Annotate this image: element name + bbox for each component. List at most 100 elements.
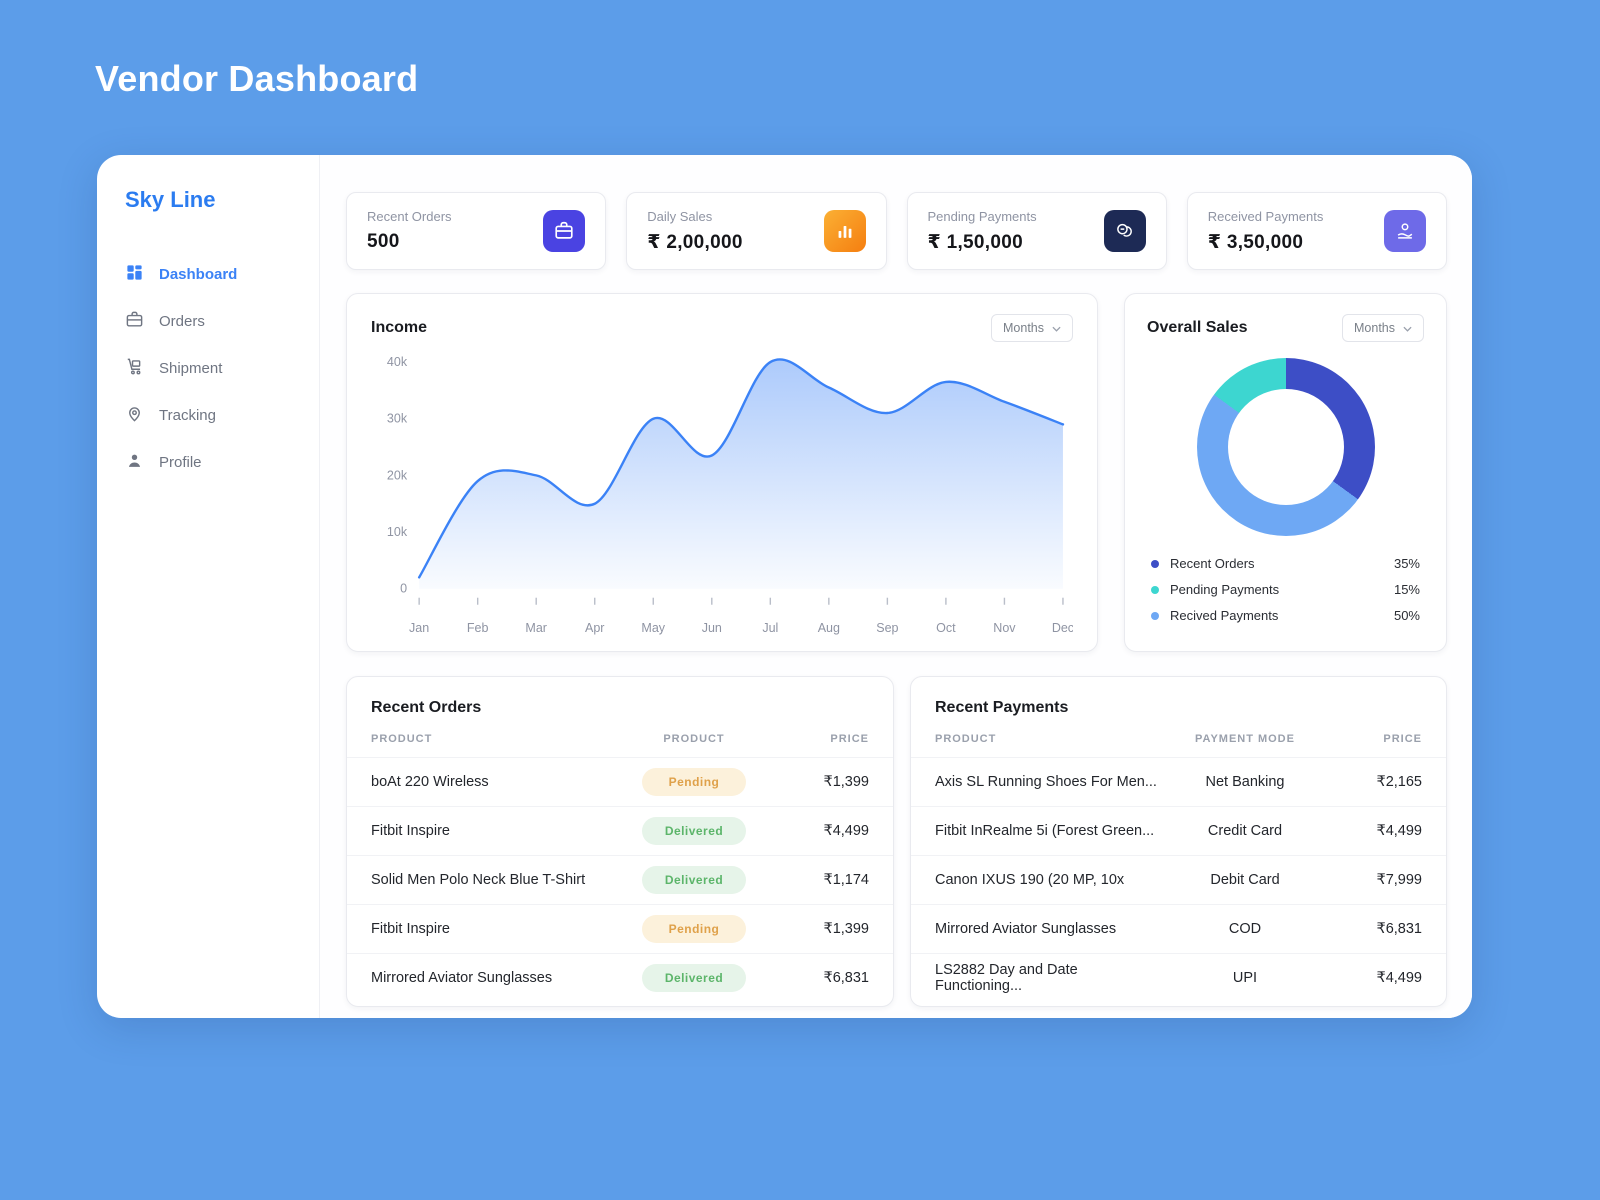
svg-text:Sep: Sep bbox=[876, 621, 898, 635]
stat-value: 500 bbox=[367, 231, 400, 252]
legend-pct: 15% bbox=[1393, 582, 1420, 597]
column-header: PRODUCT bbox=[935, 732, 997, 745]
price-cell: ₹4,499 bbox=[1376, 969, 1422, 986]
sidebar-item-shipment[interactable]: Shipment bbox=[125, 357, 301, 380]
sidebar-item-profile[interactable]: Profile bbox=[125, 451, 301, 474]
payment-mode-cell: Net Banking bbox=[1205, 773, 1285, 790]
overall-sales-card: Overall Sales Months Recent Orders bbox=[1124, 293, 1447, 652]
sidebar-item-label: Tracking bbox=[159, 407, 216, 424]
table-row: Mirrored Aviator Sunglasses COD ₹6,831 bbox=[911, 903, 1446, 953]
table-row: Solid Men Polo Neck Blue T-Shirt Deliver… bbox=[347, 854, 893, 904]
svg-text:Jun: Jun bbox=[702, 621, 722, 635]
income-card: Income Months 0 10k 20k 30k 40k Jan Feb Mar Apr M… bbox=[346, 293, 1098, 652]
status-badge: Pending bbox=[642, 767, 746, 796]
legend-dot bbox=[1151, 611, 1159, 620]
stat-label: Received Payments bbox=[1207, 208, 1324, 224]
overall-sales-period-value: Months bbox=[1354, 321, 1395, 335]
table-header-row: PRODUCT PRODUCT PRICE bbox=[347, 733, 893, 757]
status-badge: Delivered bbox=[642, 963, 746, 992]
table-row: boAt 220 Wireless Pending ₹1,399 bbox=[347, 756, 893, 806]
column-header: PAYMENT MODE bbox=[1195, 732, 1295, 745]
table-header-row: PRODUCT PAYMENT MODE PRICE bbox=[911, 733, 1446, 757]
page-title: Vendor Dashboard bbox=[95, 58, 419, 99]
donut-wrap bbox=[1147, 358, 1424, 536]
status-badge: Delivered bbox=[642, 816, 746, 845]
brand-logo: Sky Line bbox=[125, 187, 216, 212]
product-cell: Mirrored Aviator Sunglasses bbox=[935, 920, 1117, 937]
recent-payments-table: Recent Payments PRODUCT PAYMENT MODE PRI… bbox=[910, 675, 1447, 1007]
legend-label: Recived Payments bbox=[1170, 608, 1279, 623]
payment-mode-cell: COD bbox=[1228, 920, 1262, 937]
trolley-icon bbox=[125, 357, 144, 380]
stat-value: ₹ 2,00,000 bbox=[647, 231, 743, 253]
legend-pct: 50% bbox=[1393, 608, 1420, 623]
tables-row: Recent Orders PRODUCT PRODUCT PRICE boAt… bbox=[346, 675, 1447, 1007]
product-cell: Fitbit InRealme 5i (Forest Green... bbox=[935, 822, 1155, 839]
price-cell: ₹1,399 bbox=[823, 920, 869, 937]
briefcase-icon bbox=[543, 210, 586, 252]
stat-value: ₹ 1,50,000 bbox=[927, 231, 1023, 253]
legend-item-pending-payments: Pending Payments 15% bbox=[1151, 582, 1420, 597]
table-row: Canon IXUS 190 (20 MP, 10x Debit Card ₹7… bbox=[911, 854, 1446, 904]
price-cell: ₹6,831 bbox=[823, 969, 869, 986]
sidebar-item-label: Orders bbox=[159, 313, 205, 330]
svg-text:Oct: Oct bbox=[936, 621, 956, 635]
svg-text:Mar: Mar bbox=[525, 621, 547, 635]
legend-dot bbox=[1151, 585, 1159, 594]
stat-info: Pending Payments ₹ 1,50,000 bbox=[928, 209, 1037, 254]
income-title: Income bbox=[371, 319, 428, 336]
svg-text:30k: 30k bbox=[387, 412, 408, 426]
chevron-down-icon bbox=[1403, 321, 1412, 335]
product-cell: Solid Men Polo Neck Blue T-Shirt bbox=[371, 871, 586, 888]
svg-text:Feb: Feb bbox=[467, 621, 489, 635]
status-badge: Delivered bbox=[642, 865, 746, 894]
stat-card-pending-payments: Pending Payments ₹ 1,50,000 bbox=[906, 192, 1167, 270]
legend-item-recent-orders: Recent Orders 35% bbox=[1151, 556, 1420, 571]
sidebar-item-orders[interactable]: Orders bbox=[125, 310, 301, 333]
column-header: PRODUCT bbox=[663, 732, 725, 745]
legend-label: Recent Orders bbox=[1170, 556, 1255, 571]
sidebar-item-label: Shipment bbox=[159, 360, 223, 377]
sidebar-item-dashboard[interactable]: Dashboard bbox=[125, 263, 301, 286]
svg-text:Aug: Aug bbox=[818, 621, 840, 635]
stat-card-recent-orders: Recent Orders 500 bbox=[346, 192, 607, 270]
svg-text:0: 0 bbox=[400, 582, 407, 596]
product-cell: Canon IXUS 190 (20 MP, 10x bbox=[935, 871, 1125, 888]
table-row: Fitbit InRealme 5i (Forest Green... Cred… bbox=[911, 805, 1446, 855]
sidebar-item-label: Dashboard bbox=[159, 266, 238, 283]
table-row: LS2882 Day and Date Functioning... UPI ₹… bbox=[911, 952, 1446, 1002]
product-cell: boAt 220 Wireless bbox=[371, 773, 489, 790]
income-period-select[interactable]: Months bbox=[991, 314, 1073, 342]
main-content: Recent Orders 500 Daily Sales ₹ 2,00,000 bbox=[320, 155, 1472, 1018]
legend-label: Pending Payments bbox=[1170, 582, 1280, 597]
income-area-chart: 0 10k 20k 30k 40k Jan Feb Mar Apr May Jun Jul Aug Sep… bbox=[371, 342, 1073, 643]
stat-info: Recent Orders 500 bbox=[367, 209, 452, 253]
overall-sales-donut-chart bbox=[1196, 358, 1375, 536]
price-cell: ₹4,499 bbox=[1376, 822, 1422, 839]
table-row: Axis SL Running Shoes For Men... Net Ban… bbox=[911, 756, 1446, 806]
status-badge: Pending bbox=[642, 914, 746, 943]
column-header: PRODUCT bbox=[371, 732, 433, 745]
price-cell: ₹7,999 bbox=[1376, 871, 1422, 888]
location-pin-icon bbox=[125, 404, 144, 427]
charts-row: Income Months 0 10k 20k 30k 40k Jan Feb Mar Apr M… bbox=[346, 293, 1447, 652]
svg-text:20k: 20k bbox=[387, 468, 408, 482]
svg-text:10k: 10k bbox=[387, 525, 408, 539]
income-period-value: Months bbox=[1003, 321, 1044, 335]
hand-coin-icon bbox=[1384, 210, 1426, 252]
legend-item-received-payments: Recived Payments 50% bbox=[1151, 608, 1420, 623]
overall-sales-period-select[interactable]: Months bbox=[1342, 314, 1424, 342]
legend-dot bbox=[1151, 559, 1159, 568]
svg-text:Nov: Nov bbox=[993, 621, 1016, 635]
price-cell: ₹1,174 bbox=[823, 871, 869, 888]
sidebar-item-tracking[interactable]: Tracking bbox=[125, 404, 301, 427]
overall-sales-title: Overall Sales bbox=[1147, 319, 1248, 336]
table-row: Fitbit Inspire Pending ₹1,399 bbox=[347, 903, 893, 953]
stat-value: ₹ 3,50,000 bbox=[1207, 231, 1304, 253]
recent-orders-table: Recent Orders PRODUCT PRODUCT PRICE boAt… bbox=[346, 675, 894, 1007]
stat-label: Daily Sales bbox=[647, 208, 713, 224]
recent-orders-title: Recent Orders bbox=[371, 698, 482, 716]
sidebar: Sky Line Dashboard Orders Shipment bbox=[97, 155, 320, 1018]
price-cell: ₹4,499 bbox=[823, 822, 869, 839]
coins-icon bbox=[1103, 210, 1146, 252]
